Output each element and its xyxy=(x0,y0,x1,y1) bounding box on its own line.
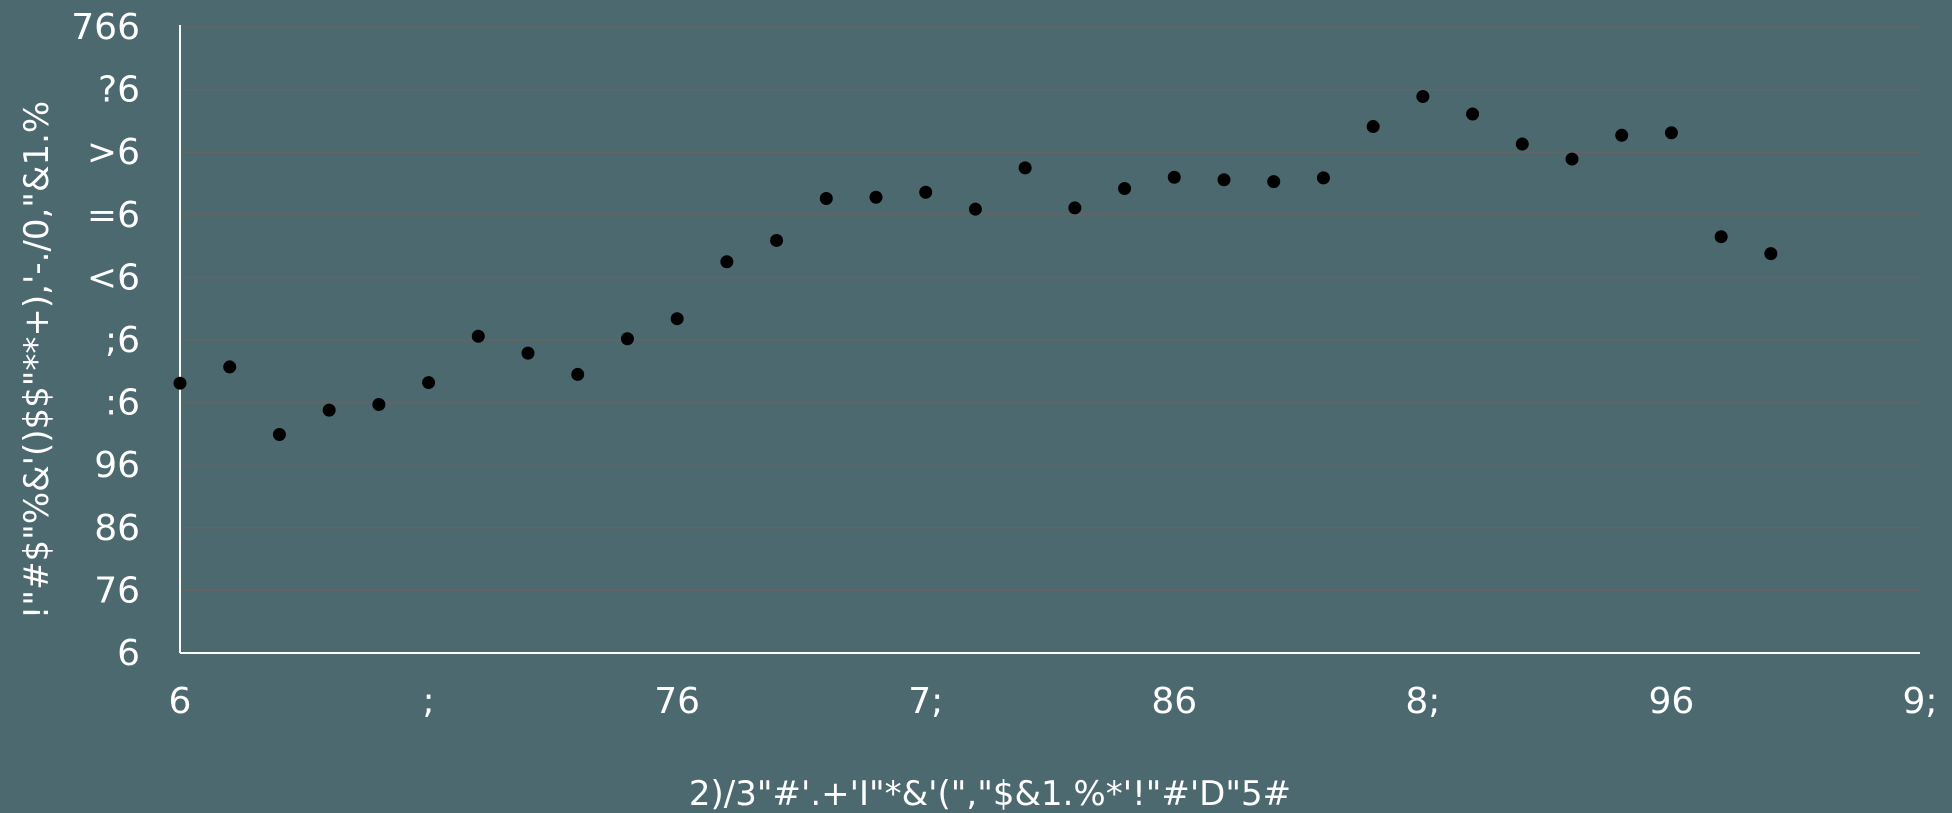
y-tick-label: 86 xyxy=(94,508,140,549)
y-tick-label: 76 xyxy=(94,570,140,611)
data-point xyxy=(173,376,187,390)
data-point xyxy=(471,329,485,343)
data-point xyxy=(770,233,784,247)
data-point xyxy=(272,428,286,442)
data-point xyxy=(1714,230,1728,244)
x-tick-labels: 6; 76 7; 86 8; 96 9; xyxy=(169,681,1938,722)
data-point xyxy=(372,397,386,411)
x-tick-label: 76 xyxy=(654,681,700,722)
data-point xyxy=(422,376,436,390)
gridlines xyxy=(180,26,1920,592)
data-point xyxy=(1267,175,1281,189)
x-tick-label: 6 xyxy=(169,681,192,722)
data-point xyxy=(1118,182,1132,196)
y-axis-title: !"#$"%&'()$$"**+),'-./0,"&1.% xyxy=(17,101,57,619)
data-point xyxy=(1615,128,1629,142)
data-point xyxy=(1068,201,1082,215)
data-point xyxy=(1366,120,1380,134)
data-point xyxy=(919,185,933,199)
data-point xyxy=(1515,137,1529,151)
y-tick-label: ;6 xyxy=(105,320,140,361)
y-tick-label: :6 xyxy=(105,383,140,424)
data-point xyxy=(720,255,734,269)
x-tick-label: 7; xyxy=(908,681,943,722)
axes xyxy=(179,25,1920,654)
x-tick-label: 96 xyxy=(1649,681,1695,722)
data-point xyxy=(620,332,634,346)
data-point xyxy=(571,367,585,381)
y-tick-label: 96 xyxy=(94,445,140,486)
y-tick-label: ?6 xyxy=(98,70,140,111)
data-point xyxy=(521,346,535,360)
data-points xyxy=(173,89,1778,442)
data-point xyxy=(819,192,833,206)
y-tick-labels: 6 76 86 96 :6 ;6 <6 =6 >6 ?6 766 xyxy=(71,7,140,674)
y-tick-label: 766 xyxy=(71,7,140,48)
data-point xyxy=(1565,152,1579,166)
x-axis-title: 2)/3"#'.+'I"*&'(","$&1.%*'!"#'D"5# xyxy=(689,774,1291,813)
y-tick-label: >6 xyxy=(87,132,140,173)
x-tick-label: 9; xyxy=(1902,681,1937,722)
data-point xyxy=(1167,170,1181,184)
data-point xyxy=(670,312,684,326)
y-tick-label: 6 xyxy=(117,633,140,674)
x-tick-label: 8; xyxy=(1405,681,1440,722)
data-point xyxy=(1316,171,1330,185)
data-point xyxy=(1217,173,1231,187)
data-point xyxy=(1416,89,1430,103)
y-tick-label: <6 xyxy=(87,257,140,298)
data-point xyxy=(1018,161,1032,175)
x-tick-label: ; xyxy=(423,681,435,722)
data-point xyxy=(968,202,982,216)
data-point xyxy=(223,360,237,374)
x-tick-label: 86 xyxy=(1151,681,1197,722)
y-tick-label: =6 xyxy=(87,195,140,236)
data-point xyxy=(869,190,883,204)
data-point xyxy=(1664,126,1678,140)
data-point xyxy=(1466,107,1480,121)
data-point xyxy=(322,403,336,417)
data-point xyxy=(1764,247,1778,261)
